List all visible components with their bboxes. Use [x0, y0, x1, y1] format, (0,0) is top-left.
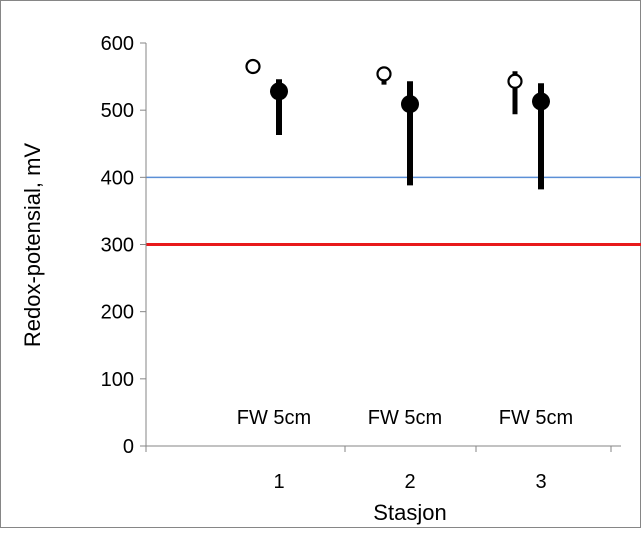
- data-layer: [245, 58, 550, 190]
- y-tick-label: 500: [101, 100, 134, 122]
- category-annotation: FW 5cm: [368, 407, 442, 429]
- x-tick-label: 1: [273, 471, 284, 493]
- filled-circle-marker: [401, 95, 419, 114]
- open-circle-marker: [376, 66, 392, 82]
- category-annotations: FW 5cm FW 5cm FW 5cm: [237, 407, 573, 429]
- y-tick-label: 100: [101, 369, 134, 391]
- category-annotation: FW 5cm: [237, 407, 311, 429]
- open-circle-marker: [245, 58, 261, 75]
- open-circle-marker: [507, 73, 523, 89]
- y-tick-label: 400: [101, 167, 134, 189]
- y-tick-label: 600: [101, 33, 134, 55]
- axes: 0 100 200 300 400 500 600 1 2 3: [101, 33, 621, 493]
- filled-circle-marker: [532, 92, 550, 111]
- x-tick-label: 3: [535, 471, 546, 493]
- y-tick-label: 300: [101, 235, 134, 257]
- x-tick-label: 2: [404, 471, 415, 493]
- y-tick-label: 0: [123, 436, 134, 458]
- x-axis-label: Stasjon: [373, 500, 446, 525]
- reference-lines: [146, 176, 641, 246]
- category-annotation: FW 5cm: [499, 407, 573, 429]
- y-tick-label: 200: [101, 302, 134, 324]
- filled-circle-marker: [270, 82, 288, 101]
- y-axis-label: Redox-potensial, mV: [20, 143, 45, 348]
